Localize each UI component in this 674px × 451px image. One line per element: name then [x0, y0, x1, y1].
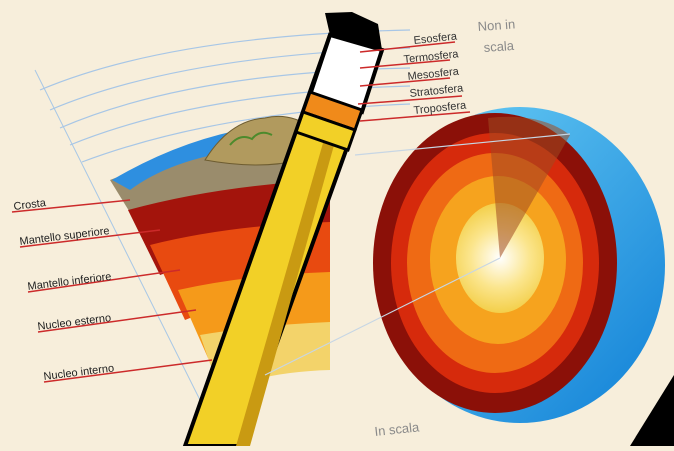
note-to-scale: In scala: [374, 419, 421, 439]
label-stratosfera: Stratosfera: [409, 82, 465, 100]
label-esosfera: Esosfera: [413, 30, 458, 47]
label-termosfera: Termosfera: [403, 48, 460, 66]
note-not-to-scale-2: scala: [483, 38, 515, 55]
page-corner-shadow: [630, 375, 674, 446]
label-mantello-inferiore: Mantello inferiore: [27, 271, 112, 293]
label-nucleo-esterno: Nucleo esterno: [37, 312, 112, 333]
atmosphere-labels: Esosfera Termosfera Mesosfera Stratosfer…: [357, 30, 471, 122]
earth-sphere: [264, 107, 665, 423]
label-troposfera: Troposfera: [413, 99, 468, 117]
label-mantello-superiore: Mantello superiore: [19, 225, 110, 248]
pencil-illustration: [182, 12, 385, 448]
scale-notes: Non in scala In scala: [374, 16, 516, 439]
label-mesosfera: Mesosfera: [407, 66, 460, 83]
note-not-to-scale-1: Non in: [477, 16, 516, 34]
mountain: [204, 115, 313, 166]
ocean-edge: [112, 128, 250, 190]
label-crosta: Crosta: [13, 197, 47, 213]
label-nucleo-interno: Nucleo interno: [43, 362, 115, 383]
